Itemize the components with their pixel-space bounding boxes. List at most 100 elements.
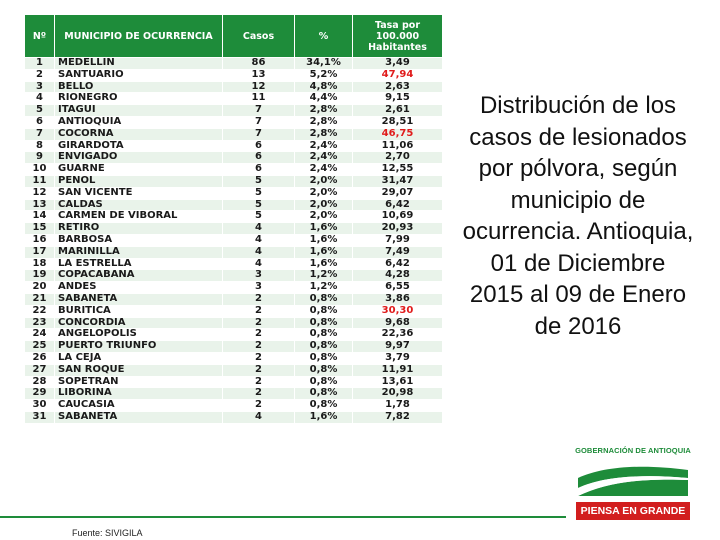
row-casos: 2: [222, 387, 295, 401]
table-row: 13 CALDAS 5 2,0% 6,42: [24, 198, 443, 212]
row-pct: 0,8%: [294, 304, 353, 318]
row-pct: 1,2%: [294, 281, 353, 294]
row-pct: 2,4%: [294, 163, 353, 176]
row-casos: 2: [222, 399, 295, 412]
row-pct: 0,8%: [294, 328, 353, 342]
row-pct: 2,4%: [294, 139, 353, 153]
row-municipio: PUERTO TRIUNFO: [54, 340, 223, 353]
row-casos: 13: [222, 68, 295, 82]
row-pct: 0,8%: [294, 363, 353, 377]
row-pct: 0,8%: [294, 351, 353, 365]
table-row: 11 PEÑOL 5 2,0% 31,47: [24, 174, 443, 188]
row-number: 10: [24, 163, 55, 176]
row-tasa: 6,42: [352, 257, 443, 271]
row-municipio: COCORNA: [54, 127, 223, 141]
row-number: 29: [24, 387, 55, 401]
table-row: 1 MEDELLIN 86 34,1% 3,49: [24, 57, 443, 70]
row-municipio: SAN VICENTE: [54, 186, 223, 200]
header-num: Nº: [24, 14, 55, 58]
row-tasa: 9,15: [352, 92, 443, 106]
logo-badge: PIENSA EN GRANDE: [576, 502, 690, 520]
row-municipio: CAUCASIA: [54, 399, 223, 412]
row-casos: 6: [222, 139, 295, 153]
logo-title: GOBERNACIÓN DE ANTIOQUIA: [575, 446, 691, 455]
row-municipio: MARINILLA: [54, 245, 223, 259]
table-row: 28 SOPETRAN 2 0,8% 13,61: [24, 375, 443, 389]
row-casos: 12: [222, 80, 295, 94]
row-tasa: 2,63: [352, 80, 443, 94]
row-pct: 2,8%: [294, 115, 353, 129]
row-municipio: ANDES: [54, 281, 223, 294]
table-row: 9 ENVIGADO 6 2,4% 2,70: [24, 151, 443, 165]
row-number: 12: [24, 186, 55, 200]
row-casos: 2: [222, 363, 295, 377]
row-tasa: 6,42: [352, 198, 443, 212]
table-row: 25 PUERTO TRIUNFO 2 0,8% 9,97: [24, 340, 443, 353]
row-tasa: 28,51: [352, 115, 443, 129]
row-tasa: 20,93: [352, 222, 443, 235]
slide-title: Distribución de los casos de lesionados …: [462, 92, 694, 340]
row-pct: 2,0%: [294, 198, 353, 212]
row-municipio: BURITICA: [54, 304, 223, 318]
row-casos: 4: [222, 233, 295, 247]
row-tasa: 1,78: [352, 399, 443, 412]
row-pct: 2,8%: [294, 104, 353, 117]
table-row: 29 LIBORINA 2 0,8% 20,98: [24, 387, 443, 401]
row-casos: 7: [222, 115, 295, 129]
row-number: 18: [24, 257, 55, 271]
row-casos: 4: [222, 222, 295, 235]
row-number: 20: [24, 281, 55, 294]
row-tasa: 3,79: [352, 351, 443, 365]
row-number: 9: [24, 151, 55, 165]
row-tasa: 6,55: [352, 281, 443, 294]
row-municipio: GUARNE: [54, 163, 223, 176]
table-row: 7 COCORNA 7 2,8% 46,75: [24, 127, 443, 141]
row-tasa: 2,61: [352, 104, 443, 117]
row-pct: 1,2%: [294, 269, 353, 283]
row-municipio: LIBORINA: [54, 387, 223, 401]
table-row: 14 CARMEN DE VIBORAL 5 2,0% 10,69: [24, 210, 443, 224]
row-pct: 0,8%: [294, 292, 353, 306]
logo-emblem-icon: [578, 466, 688, 496]
row-pct: 2,0%: [294, 186, 353, 200]
row-municipio: RIONEGRO: [54, 92, 223, 106]
table-row: 24 ANGELOPOLIS 2 0,8% 22,36: [24, 328, 443, 342]
row-casos: 7: [222, 127, 295, 141]
table-row: 26 LA CEJA 2 0,8% 3,79: [24, 351, 443, 365]
row-casos: 2: [222, 340, 295, 353]
row-number: 4: [24, 92, 55, 106]
row-number: 7: [24, 127, 55, 141]
row-tasa: 47,94: [352, 68, 443, 82]
table-body: 1 MEDELLIN 86 34,1% 3,49 2 SANTUARIO 13 5,2% 47,9…: [24, 57, 443, 424]
row-casos: 5: [222, 174, 295, 188]
row-municipio: COPACABANA: [54, 269, 223, 283]
header-pct: %: [294, 14, 353, 58]
row-casos: 86: [222, 57, 295, 70]
table-row: 20 ANDES 3 1,2% 6,55: [24, 281, 443, 294]
row-tasa: 9,97: [352, 340, 443, 353]
table-row: 5 ITAGUI 7 2,8% 2,61: [24, 104, 443, 117]
row-tasa: 11,06: [352, 139, 443, 153]
cases-table-container: Nº MUNICIPIO DE OCURRENCIA Casos % Tasa …: [24, 14, 443, 424]
row-municipio: LA CEJA: [54, 351, 223, 365]
table-row: 31 SABANETA 4 1,6% 7,82: [24, 410, 443, 424]
table-row: 16 BARBOSA 4 1,6% 7,99: [24, 233, 443, 247]
source-note: Fuente: SIVIGILA: [72, 528, 143, 538]
row-tasa: 7,49: [352, 245, 443, 259]
row-number: 31: [24, 410, 55, 424]
row-casos: 4: [222, 257, 295, 271]
row-municipio: GIRARDOTA: [54, 139, 223, 153]
row-tasa: 10,69: [352, 210, 443, 224]
row-municipio: MEDELLIN: [54, 57, 223, 70]
row-tasa: 20,98: [352, 387, 443, 401]
row-number: 17: [24, 245, 55, 259]
row-tasa: 31,47: [352, 174, 443, 188]
row-tasa: 12,55: [352, 163, 443, 176]
row-municipio: ANGELOPOLIS: [54, 328, 223, 342]
row-casos: 3: [222, 269, 295, 283]
row-municipio: CALDAS: [54, 198, 223, 212]
row-casos: 5: [222, 210, 295, 224]
table-header-row: Nº MUNICIPIO DE OCURRENCIA Casos % Tasa …: [24, 14, 443, 58]
row-number: 2: [24, 68, 55, 82]
table-row: 27 SAN ROQUE 2 0,8% 11,91: [24, 363, 443, 377]
